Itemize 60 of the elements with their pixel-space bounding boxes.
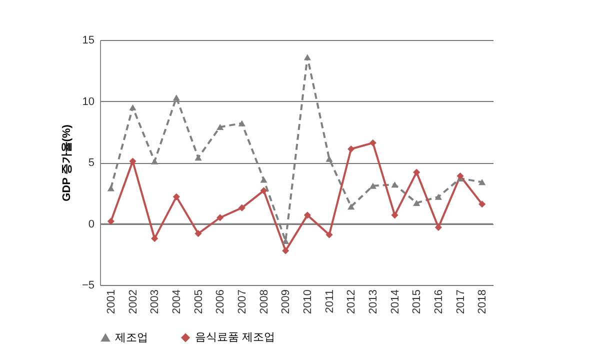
x-tick-label: 2005 [192,290,205,314]
x-tick-label: 2017 [454,290,467,314]
point [391,212,398,219]
x-tick-label: 2008 [258,290,270,314]
point [216,214,224,222]
point [369,139,376,146]
point [129,104,136,110]
point [478,179,486,186]
point [434,224,442,231]
x-tick-label: 2015 [411,290,424,314]
x-tick-label: 2009 [280,290,292,314]
x-tick-label: 2013 [367,290,380,314]
point [304,212,311,219]
point [172,94,180,101]
point [151,234,158,242]
x-tick-label: 2011 [324,290,336,314]
x-tick-label: 2004 [170,290,183,314]
y-axis-title: GDP 증가율(%) [60,124,73,202]
point [216,124,224,130]
x-tick-label: 2014 [389,290,402,314]
point [238,204,246,212]
x-tick-label: 2012 [346,290,358,314]
point [326,156,333,162]
point [238,120,246,126]
y-tick-label: 5 [88,157,94,169]
point [348,204,355,210]
point [129,158,136,165]
x-tick-label: 2001 [105,290,118,314]
point [282,247,290,254]
point [107,185,114,192]
legend-label: 제조업 [115,332,148,344]
point [434,194,442,200]
point [456,172,464,180]
point [478,200,486,208]
point [151,158,158,164]
x-tick-label: 2007 [236,290,248,314]
point [194,154,202,161]
x-tick-label: 2006 [214,290,227,314]
y-tick-label: 0 [88,218,94,230]
y-tick-label: −5 [82,280,94,292]
point [413,200,420,206]
y-tick-label: 15 [82,34,94,46]
x-tick-label: 2010 [302,290,314,314]
point [172,193,180,200]
point [391,181,398,188]
point [304,54,311,60]
x-tick-label: 2002 [127,290,140,314]
x-tick-label: 2018 [476,290,489,314]
y-tick-label: 10 [82,96,94,108]
point [107,218,114,225]
point [369,182,376,189]
legend-label: 음식료품 제조업 [195,332,276,344]
x-tick-label: 2016 [432,290,445,314]
point [326,231,333,238]
point [413,168,420,176]
point [348,145,355,153]
point [260,176,268,183]
x-tick-label: 2003 [149,290,162,314]
point [194,230,202,238]
point [260,187,268,194]
